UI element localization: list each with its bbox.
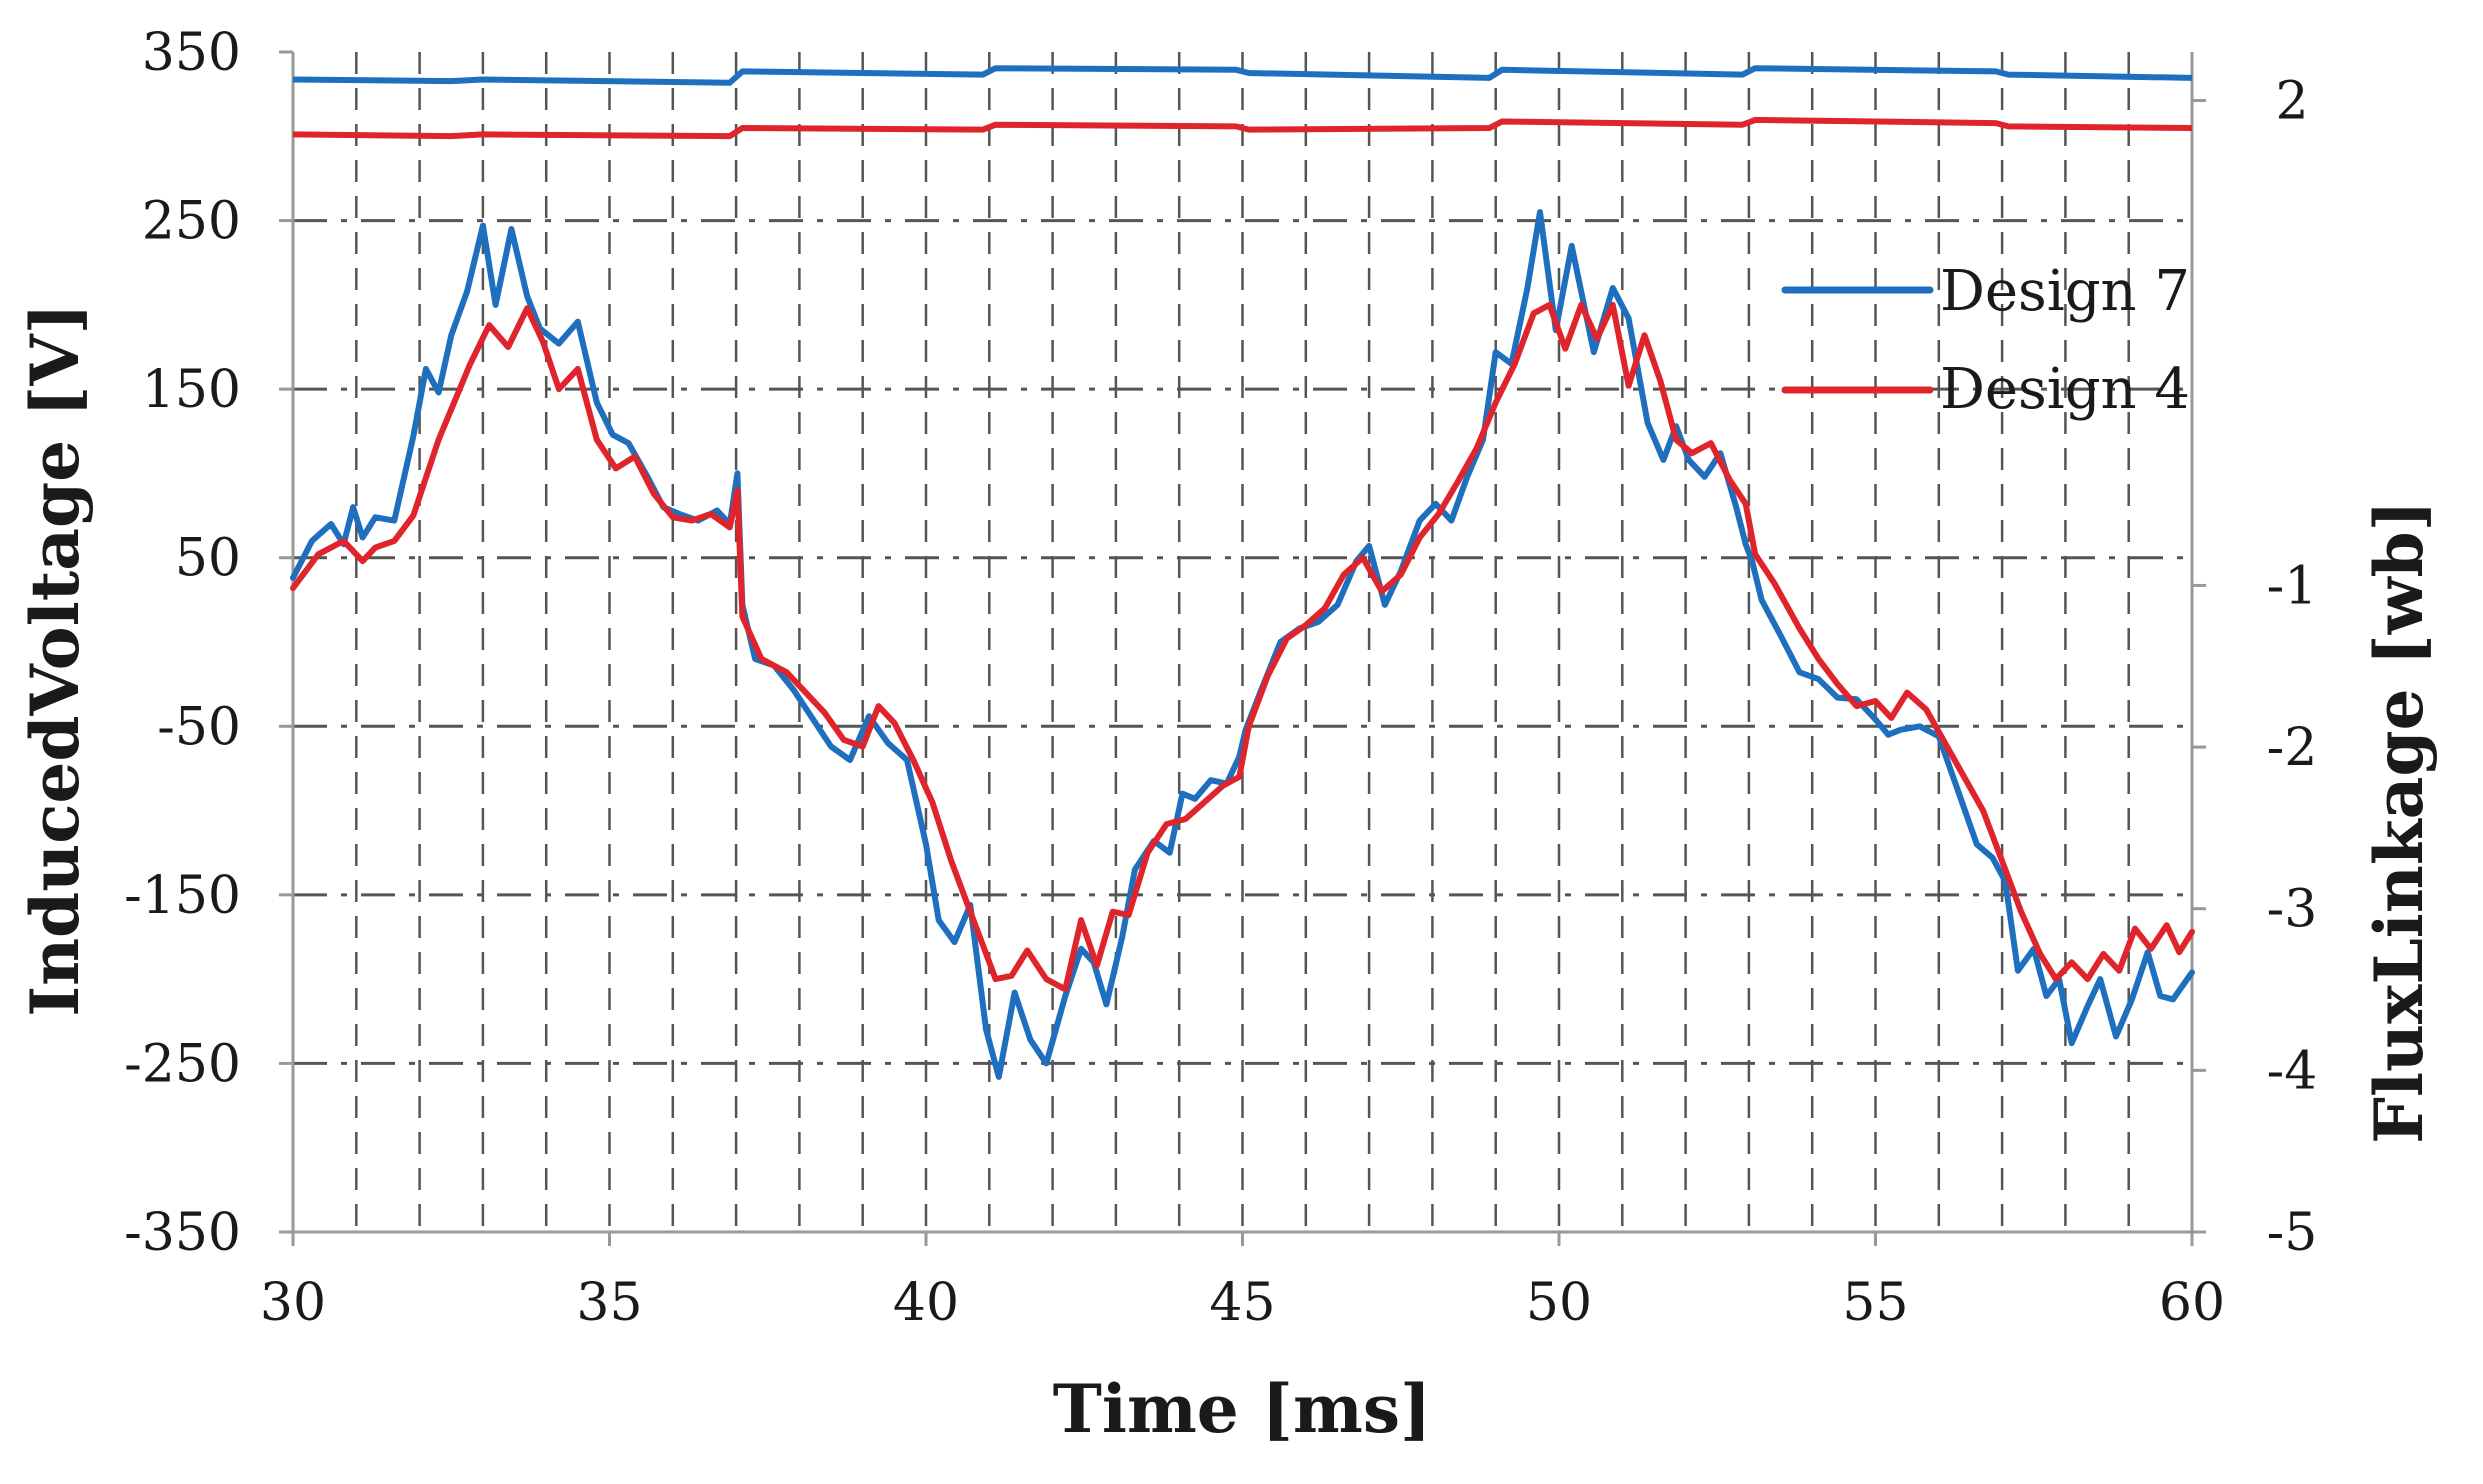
legend-label-design-4: Design 4: [1940, 357, 2190, 422]
y-axis-right-title: FluxLinkage [wb]: [2360, 500, 2438, 1144]
x-tick-label: 50: [1526, 1273, 1592, 1333]
y-left-tick-label: 350: [142, 23, 241, 83]
legend-label-design-7: Design 7: [1940, 259, 2190, 324]
grid: [293, 52, 2192, 1232]
y-axis-left-title: InducedVoltage [V]: [16, 303, 94, 1017]
y-right-tick-label: -1: [2267, 556, 2318, 616]
legend: Design 7 Design 4: [1781, 259, 2190, 422]
y-right-tick-label: -4: [2267, 1041, 2318, 1101]
x-tick-label: 40: [893, 1273, 959, 1333]
x-tick-label: 55: [1842, 1273, 1908, 1333]
y-left-tick-label: 150: [142, 360, 241, 420]
flux-line-design-4: [292, 116, 2193, 140]
y-right-tick-label: 2: [2275, 71, 2308, 131]
y-right-tick-label: -5: [2267, 1203, 2318, 1263]
y-left-tick-label: -250: [124, 1034, 241, 1094]
axes: [279, 50, 2206, 1246]
y-left-tick-label: -50: [157, 697, 241, 757]
y-left-tick-label: -350: [124, 1203, 241, 1263]
x-tick-label: 30: [260, 1273, 326, 1333]
flux-line-design-7: [292, 65, 2193, 86]
x-tick-label: 35: [576, 1273, 642, 1333]
y-right-tick-label: -2: [2267, 718, 2318, 778]
y-left-tick-label: 250: [142, 192, 241, 252]
series-lines: [290, 65, 2195, 1080]
y-left-tick-label: -150: [124, 866, 241, 926]
tick-labels: 30 35 40 45 50 55 60 350 250 150 50 -50 -150 -250 -350…: [124, 23, 2317, 1333]
voltage-line-design-4: [290, 301, 2195, 993]
x-axis-title: Time [ms]: [1053, 1370, 1431, 1448]
x-tick-label: 45: [1209, 1273, 1275, 1333]
x-tick-label: 60: [2159, 1273, 2225, 1333]
voltage-line-design-7: [290, 209, 2195, 1080]
y-left-tick-label: 50: [175, 529, 241, 589]
y-right-tick-label: -3: [2267, 880, 2318, 940]
